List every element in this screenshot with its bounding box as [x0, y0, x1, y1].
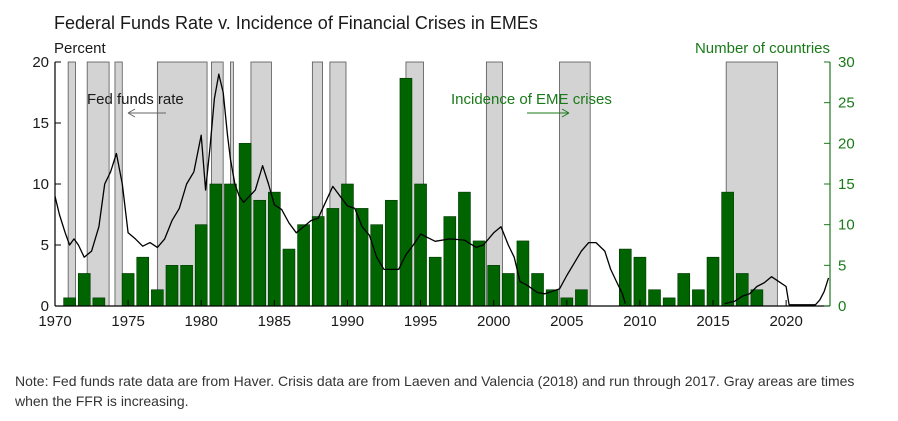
- crisis-bar: [633, 256, 647, 307]
- x-tick-label: 2015: [696, 313, 729, 330]
- x-tick-label: 2020: [769, 313, 802, 330]
- chart-note: Note: Fed funds rate data are from Haver…: [15, 373, 855, 409]
- crisis-bar: [428, 256, 442, 307]
- crisis-bar: [297, 224, 310, 307]
- right-tick-label: 0: [838, 298, 846, 315]
- crises-arrow: [527, 108, 570, 118]
- crisis-bar: [326, 208, 340, 307]
- x-tick-label: 1975: [111, 313, 144, 330]
- crisis-bar: [180, 265, 193, 307]
- left-tick-label: 15: [32, 115, 49, 132]
- crisis-bar: [224, 183, 237, 307]
- right-tick-label: 30: [838, 54, 855, 71]
- crisis-bar: [355, 208, 369, 307]
- left-tick-label: 5: [41, 237, 49, 254]
- crisis-bar: [443, 216, 457, 307]
- crisis-bar: [472, 240, 486, 307]
- crisis-bar: [648, 289, 661, 307]
- left-tick-label: 10: [32, 176, 49, 193]
- left-tick-label: 0: [41, 298, 49, 315]
- crisis-bar: [735, 273, 749, 307]
- x-tick-label: 1990: [331, 313, 364, 330]
- crisis-bar: [77, 273, 91, 307]
- crisis-bar: [268, 191, 281, 307]
- chart-title: Federal Funds Rate v. Incidence of Finan…: [54, 13, 538, 33]
- right-tick-label: 10: [838, 217, 855, 234]
- right-tick-label: 20: [838, 135, 855, 152]
- crisis-bar: [165, 265, 179, 307]
- fed-funds-arrow: [127, 108, 166, 118]
- crisis-bar: [721, 191, 734, 307]
- crisis-bar: [662, 297, 676, 307]
- right-tick-label: 5: [838, 257, 846, 274]
- crisis-bar: [341, 183, 354, 307]
- crisis-bar: [282, 248, 296, 307]
- right-tick-label: 15: [838, 176, 855, 193]
- crisis-bar: [706, 256, 720, 307]
- crisis-bar: [238, 143, 252, 307]
- left-tick-label: 20: [32, 54, 49, 71]
- crisis-bar: [385, 199, 398, 307]
- crisis-bar: [458, 191, 471, 307]
- crisis-bar: [618, 248, 632, 307]
- x-tick-label: 1980: [185, 313, 218, 330]
- crisis-bar: [677, 273, 691, 307]
- crisis-bar: [399, 77, 413, 307]
- x-tick-label: 1970: [38, 313, 71, 330]
- x-tick-label: 1995: [404, 313, 437, 330]
- crisis-bar: [502, 273, 515, 307]
- crisis-bar: [194, 224, 208, 307]
- crisis-bar: [414, 183, 427, 307]
- crises-bars: [63, 77, 764, 307]
- x-tick-label: 2000: [477, 313, 510, 330]
- fed-funds-annotation: Fed funds rate: [87, 91, 184, 108]
- crisis-bar: [750, 289, 764, 307]
- x-tick-label: 1985: [258, 313, 291, 330]
- crisis-bar: [311, 216, 325, 307]
- fed-funds-line-group: [54, 73, 830, 306]
- x-tick-label: 2005: [550, 313, 583, 330]
- crisis-bar: [575, 289, 588, 307]
- shaded-period: [67, 61, 76, 307]
- left-axis-label: Percent: [54, 40, 107, 57]
- crisis-bar: [692, 289, 705, 307]
- crisis-bar: [151, 289, 164, 307]
- crisis-bar: [209, 183, 223, 307]
- crisis-bar: [92, 297, 106, 307]
- x-tick-label: 2010: [623, 313, 656, 330]
- right-tick-label: 25: [838, 95, 855, 112]
- crises-annotation: Incidence of EME crises: [451, 91, 612, 108]
- crisis-bar: [253, 199, 267, 307]
- crisis-bar: [63, 297, 76, 307]
- fed-funds-line: [54, 73, 830, 306]
- crisis-bar: [487, 265, 500, 307]
- right-axis-label: Number of countries: [695, 40, 830, 57]
- crisis-bar: [136, 256, 150, 307]
